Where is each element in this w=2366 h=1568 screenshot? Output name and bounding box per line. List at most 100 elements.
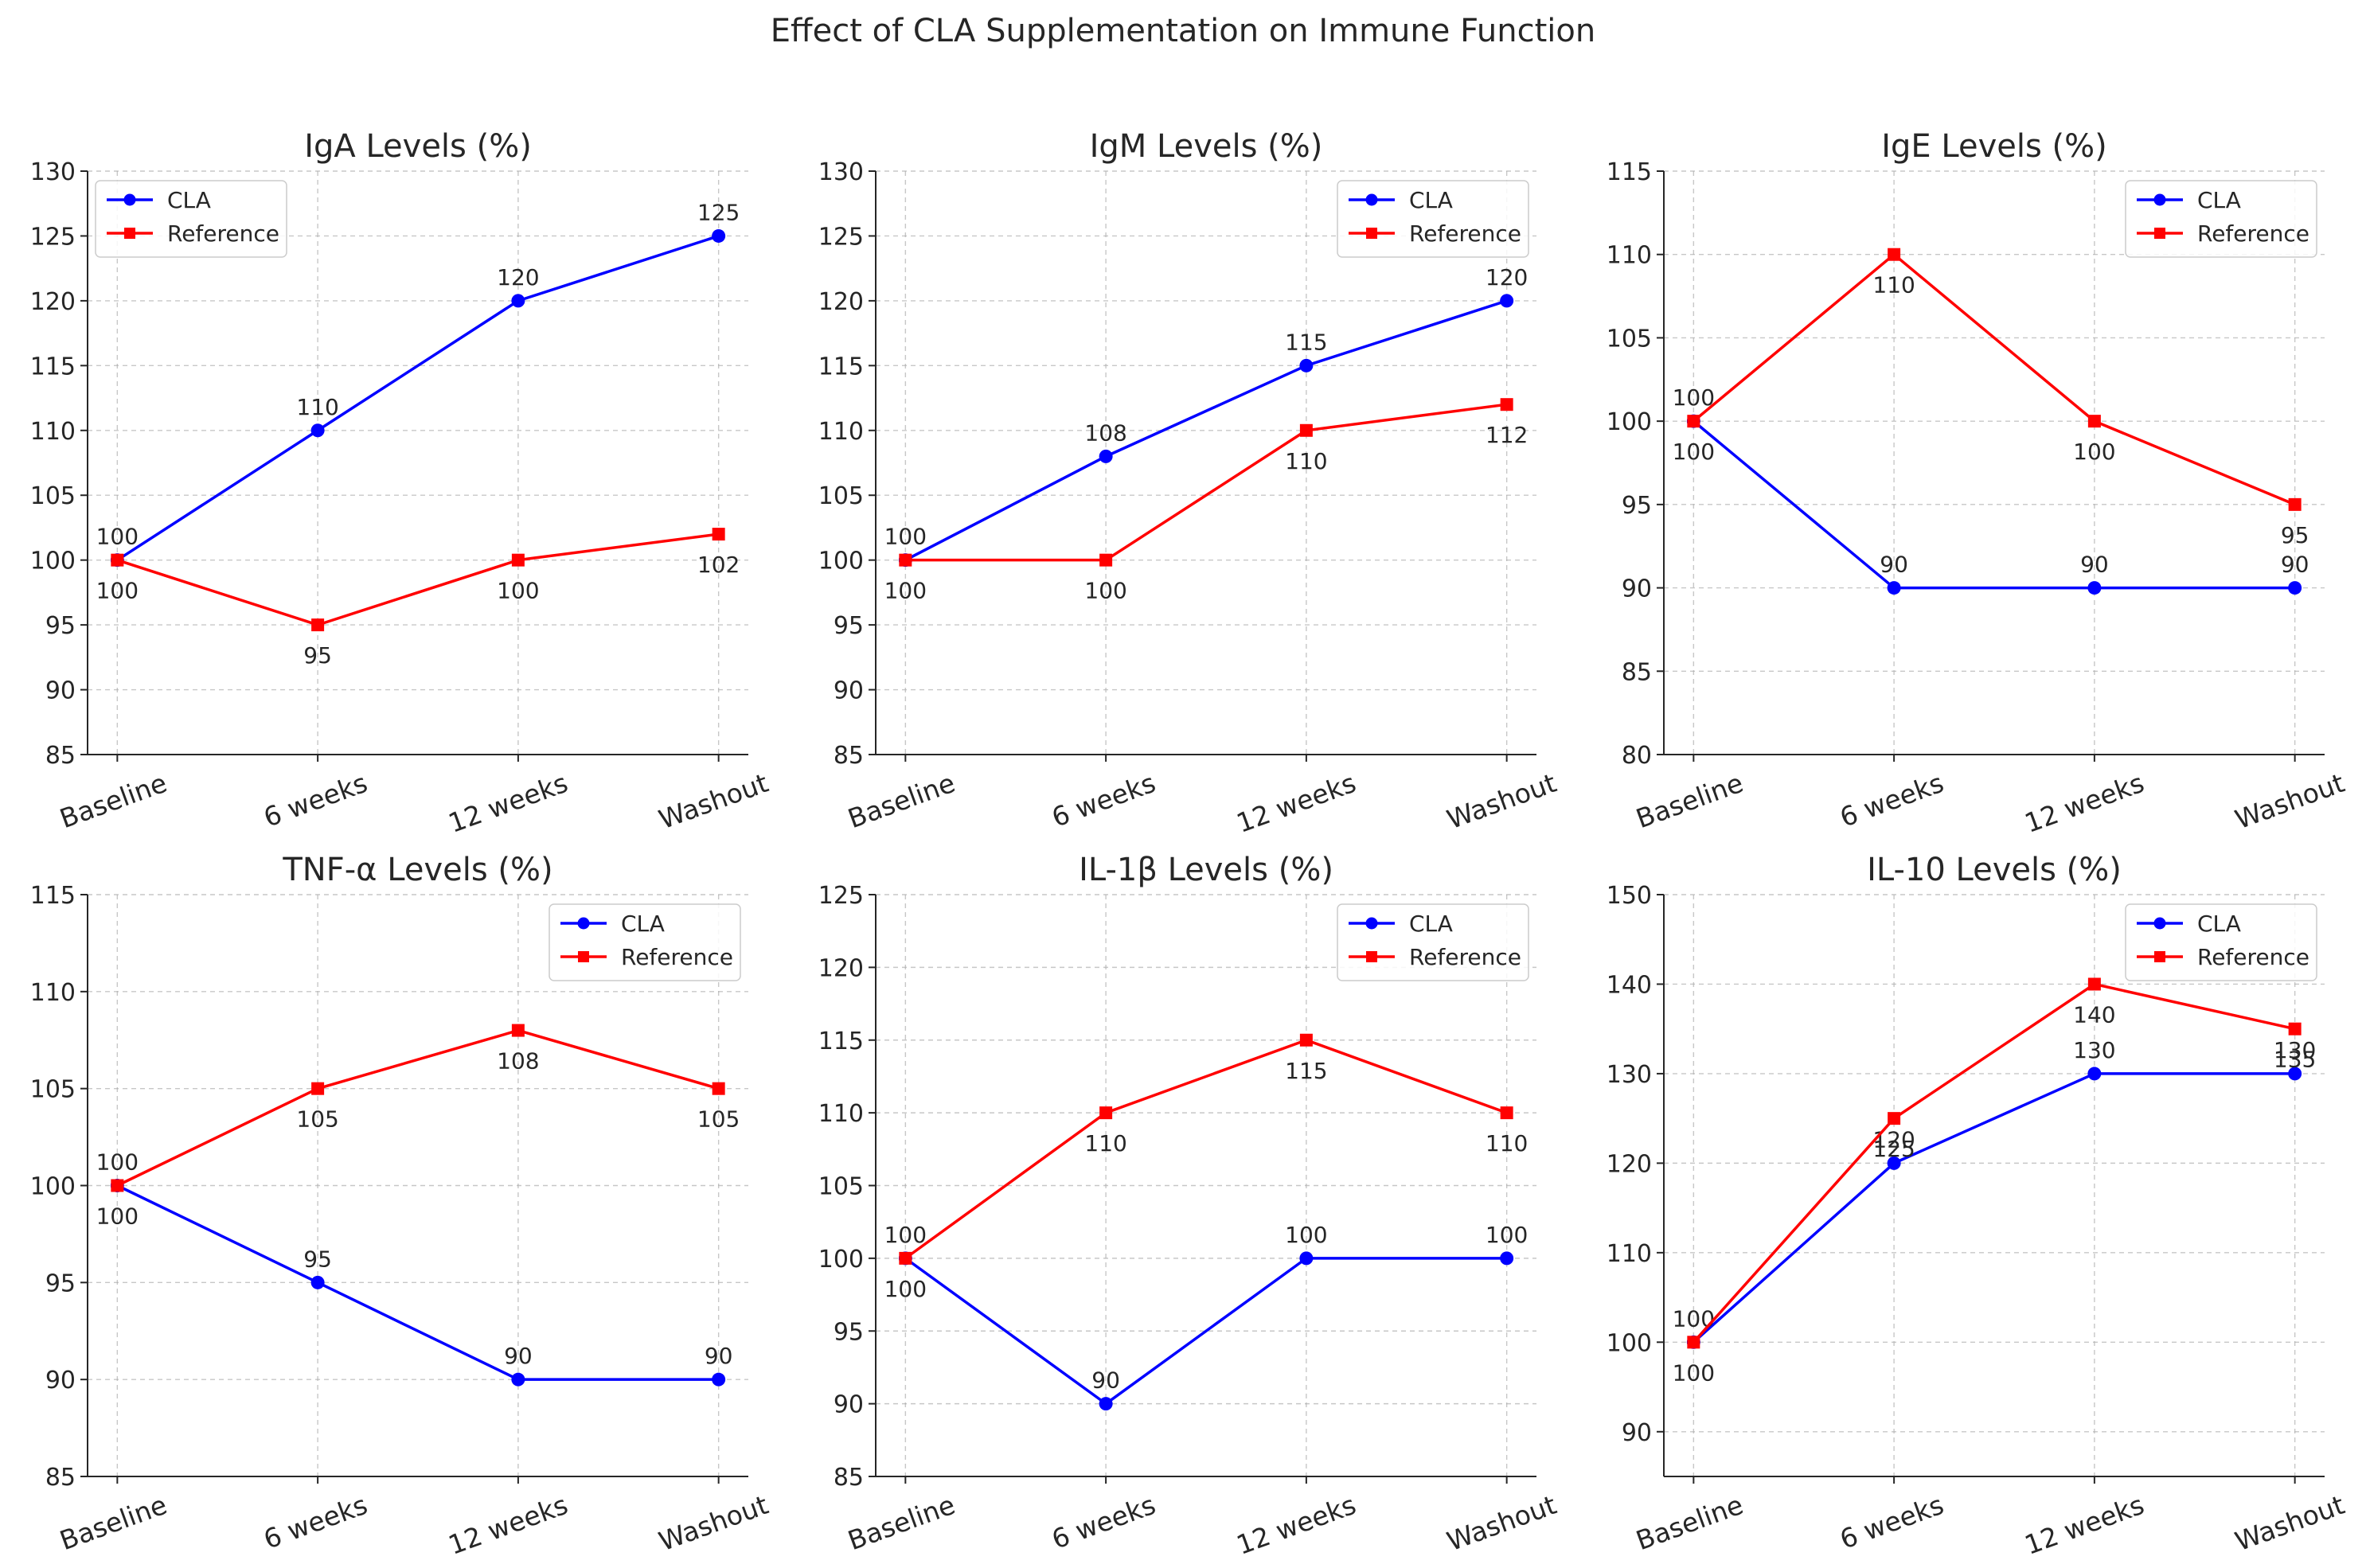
data-point-cla bbox=[1500, 294, 1514, 308]
series-line-cla bbox=[904, 299, 1508, 562]
y-tick-label: 140 bbox=[1607, 971, 1652, 999]
data-label-reference: 95 bbox=[303, 642, 332, 669]
y-tick-label: 130 bbox=[1607, 1061, 1652, 1089]
y-tick-label: 110 bbox=[818, 1100, 864, 1128]
data-label-reference: 100 bbox=[1084, 578, 1126, 604]
y-tick-label: 130 bbox=[818, 158, 864, 186]
y-tick-label: 125 bbox=[818, 882, 864, 910]
data-point-cla bbox=[1299, 1251, 1314, 1266]
y-tick-label: 130 bbox=[30, 158, 76, 186]
data-point-reference bbox=[712, 1082, 725, 1095]
y-tick-label: 115 bbox=[30, 353, 76, 380]
series-line-cla bbox=[116, 1184, 719, 1381]
data-point-cla bbox=[2087, 1067, 2102, 1081]
data-label-reference: 100 bbox=[96, 578, 139, 604]
data-label-cla: 100 bbox=[1673, 1305, 1715, 1332]
data-point-reference bbox=[511, 553, 525, 567]
figure-title: Effect of CLA Supplementation on Immune … bbox=[771, 13, 1595, 49]
data-label-reference: 100 bbox=[1673, 439, 1715, 465]
y-tick-label: 120 bbox=[818, 288, 864, 316]
y-tick-label: 115 bbox=[818, 1028, 864, 1055]
y-tick-label: 110 bbox=[30, 979, 76, 1007]
data-label-cla: 90 bbox=[705, 1343, 733, 1369]
data-label-cla: 130 bbox=[2274, 1037, 2316, 1063]
y-tick-label: 120 bbox=[818, 954, 864, 982]
data-point-reference bbox=[111, 553, 124, 567]
data-point-cla bbox=[310, 1275, 325, 1289]
legend-label-cla: CLA bbox=[1409, 911, 1453, 937]
data-label-cla: 120 bbox=[1486, 264, 1528, 291]
legend-marker-cla bbox=[123, 193, 136, 206]
legend-label-reference: Reference bbox=[2197, 220, 2309, 247]
data-label-cla: 100 bbox=[1285, 1222, 1327, 1248]
data-point-reference bbox=[311, 1082, 325, 1095]
legend-marker-cla bbox=[1365, 193, 1378, 206]
data-point-cla bbox=[1887, 581, 1901, 595]
data-point-reference bbox=[1687, 415, 1700, 428]
data-point-reference bbox=[511, 1024, 525, 1037]
subplot-title: IgA Levels (%) bbox=[304, 128, 532, 165]
legend: CLA Reference bbox=[1337, 903, 1529, 981]
y-tick-label: 125 bbox=[30, 223, 76, 251]
y-tick-label: 95 bbox=[1622, 492, 1652, 520]
data-label-cla: 110 bbox=[296, 394, 338, 420]
data-label-cla: 120 bbox=[497, 264, 539, 291]
y-tick-label: 100 bbox=[1607, 408, 1652, 436]
subplot-title: IL-1β Levels (%) bbox=[1079, 852, 1333, 888]
data-label-reference: 102 bbox=[697, 552, 740, 578]
legend-marker-reference bbox=[1366, 228, 1377, 239]
data-point-reference bbox=[1299, 1033, 1313, 1047]
data-label-reference: 100 bbox=[1673, 1359, 1715, 1386]
series-line-reference bbox=[1693, 982, 2296, 1344]
data-point-reference bbox=[899, 553, 912, 567]
data-point-cla bbox=[712, 228, 726, 243]
legend: CLA Reference bbox=[1337, 180, 1529, 258]
y-tick-label: 100 bbox=[30, 548, 76, 575]
legend-label-reference: Reference bbox=[1409, 220, 1521, 247]
data-label-cla: 90 bbox=[1091, 1367, 1120, 1394]
data-point-cla bbox=[2288, 1067, 2302, 1081]
data-point-cla bbox=[1299, 358, 1314, 372]
data-label-reference: 100 bbox=[96, 1203, 139, 1230]
legend-label-cla: CLA bbox=[2197, 187, 2241, 213]
y-tick-label: 100 bbox=[1607, 1329, 1652, 1357]
data-label-reference: 140 bbox=[2073, 1001, 2115, 1028]
legend-label-cla: CLA bbox=[621, 911, 665, 937]
y-tick-label: 95 bbox=[45, 612, 76, 640]
y-tick-label: 115 bbox=[30, 882, 76, 910]
data-label-cla: 90 bbox=[2281, 552, 2309, 578]
data-point-cla bbox=[1099, 449, 1113, 463]
data-point-cla bbox=[2288, 581, 2302, 595]
legend-marker-cla bbox=[577, 917, 590, 930]
y-tick-label: 120 bbox=[1607, 1150, 1652, 1178]
data-label-reference: 105 bbox=[296, 1106, 338, 1133]
data-label-cla: 90 bbox=[2080, 552, 2109, 578]
data-point-reference bbox=[2288, 497, 2302, 511]
data-label-cla: 100 bbox=[884, 1222, 927, 1248]
data-label-reference: 100 bbox=[884, 578, 927, 604]
data-label-reference: 105 bbox=[697, 1106, 740, 1133]
y-tick-label: 100 bbox=[818, 1246, 864, 1274]
legend-label-reference: Reference bbox=[2197, 944, 2309, 970]
data-point-reference bbox=[2288, 1022, 2302, 1036]
data-label-cla: 125 bbox=[697, 199, 740, 225]
data-label-cla: 100 bbox=[884, 524, 927, 550]
data-label-reference: 110 bbox=[1872, 272, 1915, 298]
data-label-cla: 100 bbox=[96, 1149, 139, 1176]
y-tick-label: 110 bbox=[30, 418, 76, 446]
data-point-cla bbox=[511, 1372, 525, 1387]
data-label-reference: 125 bbox=[1872, 1136, 1915, 1162]
y-tick-label: 100 bbox=[818, 548, 864, 575]
data-point-reference bbox=[1099, 1106, 1113, 1120]
legend: CLA Reference bbox=[2125, 903, 2317, 981]
data-label-cla: 90 bbox=[1880, 552, 1908, 578]
series-line-cla bbox=[116, 234, 720, 562]
y-tick-label: 110 bbox=[1607, 242, 1652, 270]
data-label-reference: 115 bbox=[1285, 1058, 1327, 1084]
data-point-cla bbox=[310, 423, 325, 438]
y-tick-label: 100 bbox=[30, 1173, 76, 1201]
y-tick-label: 85 bbox=[1622, 658, 1652, 686]
data-label-reference: 110 bbox=[1084, 1130, 1126, 1156]
data-label-cla: 90 bbox=[504, 1343, 533, 1369]
